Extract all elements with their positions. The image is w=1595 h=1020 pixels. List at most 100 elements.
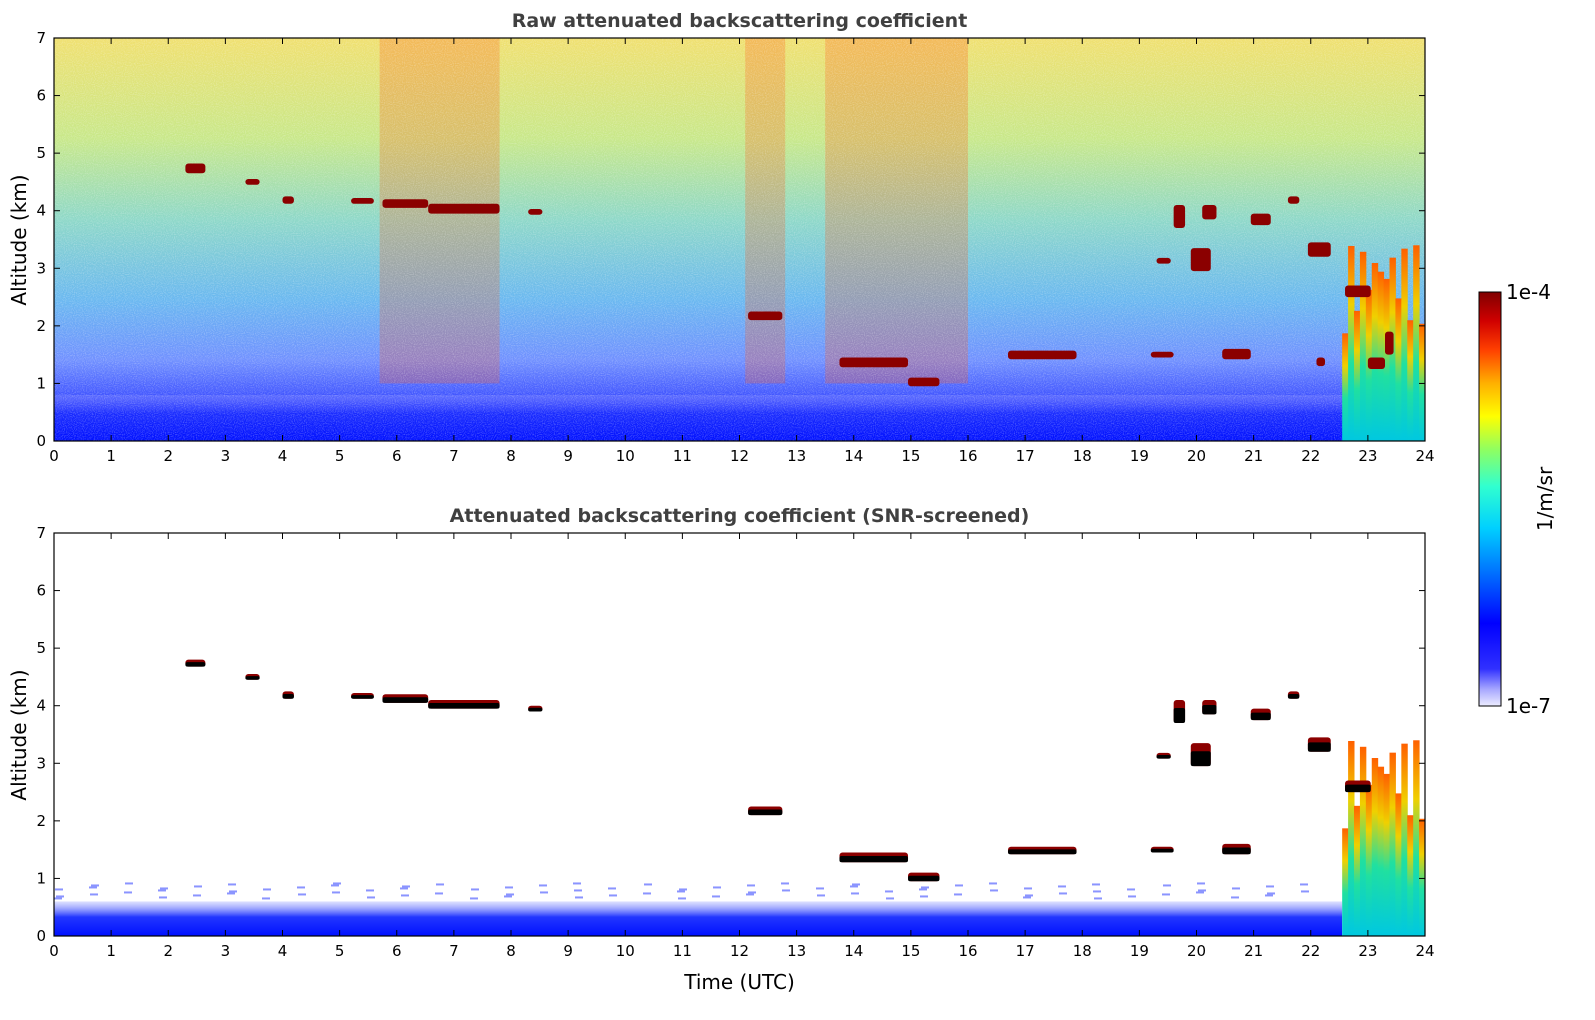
cloud-layer bbox=[528, 208, 543, 215]
screened-boundary-layer bbox=[54, 882, 1343, 936]
precipitation-column bbox=[1342, 828, 1349, 936]
panel-raw-title: Raw attenuated backscattering coefficien… bbox=[512, 10, 968, 32]
cloud-layer bbox=[282, 196, 294, 204]
cloud-layer bbox=[1385, 331, 1394, 355]
cloud-layer-core bbox=[351, 695, 374, 699]
boundary-layer-speckle bbox=[89, 886, 97, 889]
y-tick-label: 3 bbox=[36, 754, 46, 772]
cloud-layer-core bbox=[1173, 708, 1186, 723]
cloud-layer bbox=[428, 203, 500, 214]
precipitation-column bbox=[1419, 818, 1425, 936]
boundary-layer-speckle bbox=[332, 891, 340, 894]
x-tick-label: 9 bbox=[563, 942, 573, 960]
x-tick-label: 8 bbox=[506, 942, 516, 960]
y-tick-label: 5 bbox=[36, 144, 46, 162]
precipitation-column bbox=[1342, 333, 1349, 441]
boundary-layer-speckle bbox=[678, 897, 686, 900]
y-tick-label: 1 bbox=[36, 869, 46, 887]
boundary-layer-speckle bbox=[573, 882, 581, 885]
boundary-layer-speckle bbox=[436, 883, 444, 886]
x-tick-label: 17 bbox=[1016, 447, 1035, 465]
precipitation-column bbox=[1348, 245, 1355, 441]
cloud-layer-core bbox=[1222, 847, 1251, 855]
colorbar-gradient bbox=[1478, 291, 1502, 707]
y-tick-label: 0 bbox=[36, 432, 46, 450]
boundary-layer-speckle bbox=[1127, 888, 1135, 891]
x-axis-label: Time (UTC) bbox=[683, 970, 795, 994]
boundary-layer-speckle bbox=[402, 885, 410, 888]
boundary-layer-speckle bbox=[1025, 894, 1033, 897]
y-tick-label: 7 bbox=[36, 524, 46, 542]
x-tick-label: 22 bbox=[1301, 447, 1320, 465]
precipitation-column bbox=[1377, 766, 1385, 936]
cloud-layer-core bbox=[245, 676, 260, 680]
y-tick-label: 2 bbox=[36, 812, 46, 830]
boundary-layer-speckle bbox=[506, 893, 514, 896]
boundary-layer-speckle bbox=[851, 892, 859, 895]
cloud-layer bbox=[1222, 348, 1251, 360]
colorbar-units-label: 1/m/sr bbox=[1533, 466, 1557, 531]
boundary-layer-speckle bbox=[1093, 890, 1101, 893]
boundary-layer-speckle bbox=[504, 895, 512, 898]
boundary-layer-speckle bbox=[781, 882, 789, 885]
boundary-layer-speckle bbox=[91, 884, 99, 887]
x-tick-label: 8 bbox=[506, 447, 516, 465]
boundary-layer-speckle bbox=[333, 882, 341, 885]
boundary-layer-speckle bbox=[1266, 885, 1274, 888]
boundary-layer-speckle bbox=[1265, 894, 1273, 897]
x-tick-label: 5 bbox=[335, 447, 345, 465]
boundary-layer-speckle bbox=[609, 894, 617, 897]
y-tick-label: 7 bbox=[36, 29, 46, 47]
boundary-layer-speckle bbox=[886, 897, 894, 900]
cloud-layer-core bbox=[1007, 849, 1077, 855]
x-tick-label: 1 bbox=[106, 942, 116, 960]
x-tick-label: 11 bbox=[673, 447, 692, 465]
x-tick-label: 16 bbox=[958, 447, 977, 465]
y-tick-label: 4 bbox=[36, 202, 46, 220]
x-tick-label: 20 bbox=[1187, 447, 1206, 465]
precipitation-column bbox=[1371, 758, 1379, 936]
precipitation-column bbox=[1359, 746, 1367, 936]
boundary-layer-speckle bbox=[367, 896, 375, 899]
x-tick-label: 5 bbox=[335, 942, 345, 960]
boundary-layer-speckle bbox=[1059, 892, 1067, 895]
boundary-layer-speckle bbox=[1231, 896, 1239, 899]
x-tick-label: 24 bbox=[1415, 447, 1434, 465]
screened-x-ticks: 0 1 2 3 4 5 6 7 8 9 10 11 12 13 14 15 16 17 18 19 20 21 22 23 24 bbox=[49, 533, 1435, 960]
boundary-layer-speckle bbox=[194, 885, 202, 888]
boundary-layer-speckle bbox=[747, 884, 755, 887]
y-tick-label: 6 bbox=[36, 582, 46, 600]
colorbar-min-label: 1e-7 bbox=[1506, 694, 1551, 718]
precipitation-column bbox=[1365, 784, 1373, 936]
boundary-layer-speckle bbox=[366, 889, 374, 892]
x-tick-label: 2 bbox=[163, 942, 173, 960]
boundary-layer-speckle bbox=[505, 886, 513, 889]
x-tick-label: 0 bbox=[49, 942, 59, 960]
cloud-layer bbox=[1202, 204, 1217, 220]
cloud-layer-core bbox=[428, 702, 500, 709]
x-tick-label: 13 bbox=[787, 447, 806, 465]
precipitation-column bbox=[1407, 815, 1414, 936]
cloud-layer-core bbox=[1150, 848, 1174, 853]
raw-cloud-layers bbox=[185, 163, 1394, 387]
boundary-layer-speckle bbox=[920, 895, 928, 898]
x-tick-label: 18 bbox=[1073, 942, 1092, 960]
precipitation-column bbox=[1389, 752, 1396, 936]
boundary-layer-speckle bbox=[1196, 891, 1204, 894]
raw-y-axis-label: Altitude (km) bbox=[7, 174, 31, 305]
precipitation-column bbox=[1395, 298, 1402, 441]
precipitation-column bbox=[1407, 320, 1414, 441]
boundary-layer-speckle bbox=[1267, 892, 1275, 895]
x-tick-label: 6 bbox=[392, 942, 402, 960]
x-tick-label: 1 bbox=[106, 447, 116, 465]
x-tick-label: 3 bbox=[221, 447, 231, 465]
boundary-layer-speckle bbox=[124, 891, 132, 894]
cloud-layer-core bbox=[1345, 784, 1371, 793]
cloud-layer bbox=[1156, 257, 1171, 264]
y-tick-label: 3 bbox=[36, 259, 46, 277]
x-tick-label: 17 bbox=[1016, 942, 1035, 960]
boundary-layer-speckle bbox=[574, 889, 582, 892]
boundary-layer-speckle bbox=[159, 896, 167, 899]
boundary-layer-speckle bbox=[158, 889, 166, 892]
